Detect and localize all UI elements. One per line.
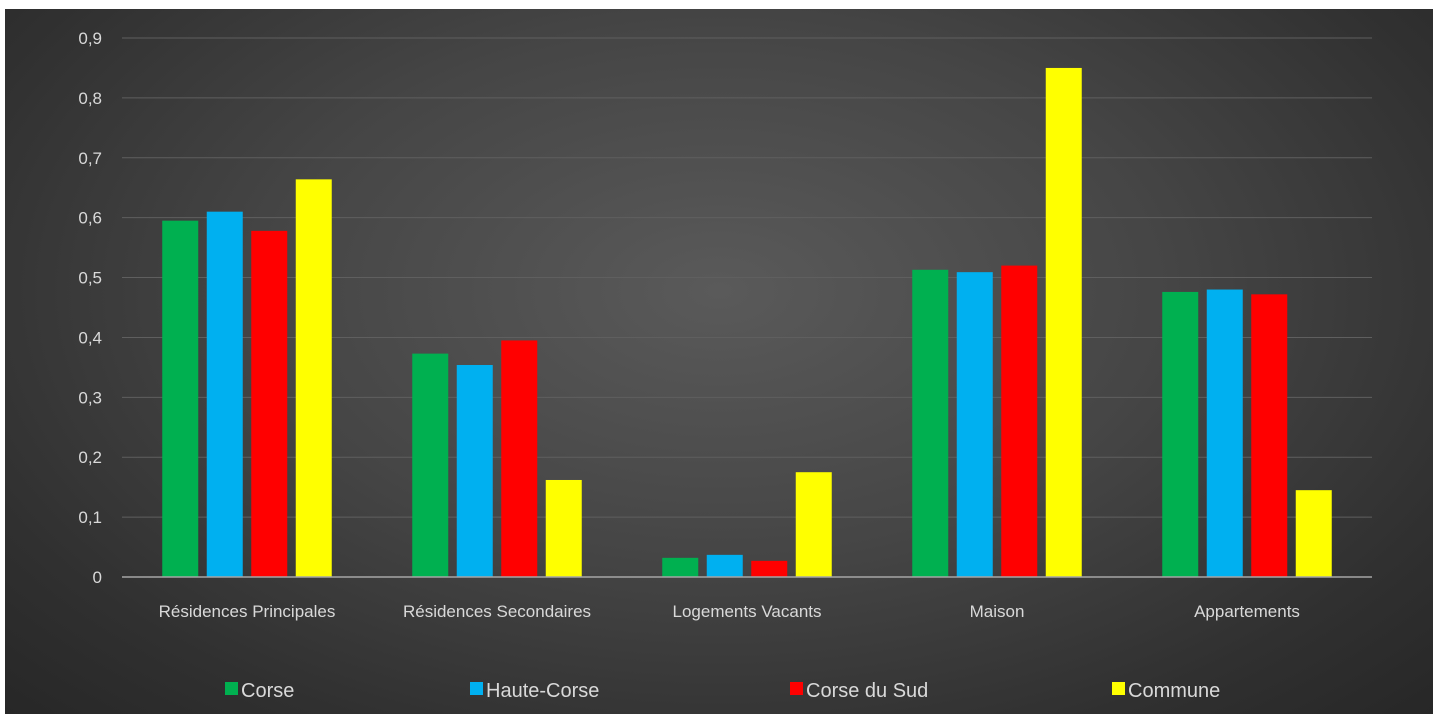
bar-haute-corse — [1206, 289, 1243, 577]
bar-haute-corse — [706, 554, 743, 577]
legend-swatch — [1112, 682, 1125, 695]
bar-corse-du-sud — [751, 560, 788, 577]
bar-haute-corse — [206, 211, 243, 577]
x-tick-label: Résidences Secondaires — [403, 602, 591, 621]
bar-commune — [545, 479, 582, 577]
bar-commune — [295, 179, 332, 578]
bar-corse — [662, 557, 699, 577]
bar-corse-du-sud — [501, 340, 538, 577]
y-tick-label: 0 — [93, 568, 102, 587]
bar-haute-corse — [456, 364, 493, 577]
bar-corse-du-sud — [251, 230, 288, 577]
bar-corse — [412, 353, 449, 577]
x-tick-label: Appartements — [1194, 602, 1300, 621]
legend-swatch — [790, 682, 803, 695]
y-tick-label: 0,2 — [78, 448, 102, 467]
bar-corse — [1162, 291, 1199, 577]
legend-label: Corse — [241, 680, 294, 702]
bar-corse-du-sud — [1251, 294, 1288, 577]
y-tick-label: 0,5 — [78, 269, 102, 288]
bar-corse — [912, 269, 949, 577]
y-tick-label: 0,9 — [78, 29, 102, 48]
bar-commune — [795, 472, 832, 577]
bar-corse — [162, 220, 199, 577]
bar-corse-du-sud — [1001, 265, 1038, 577]
y-tick-label: 0,6 — [78, 209, 102, 228]
legend-swatch — [225, 682, 238, 695]
bar-haute-corse — [956, 272, 993, 577]
legend-label: Commune — [1128, 680, 1220, 702]
y-tick-label: 0,4 — [78, 328, 102, 347]
y-tick-label: 0,3 — [78, 388, 102, 407]
y-tick-label: 0,8 — [78, 89, 102, 108]
y-tick-label: 0,7 — [78, 149, 102, 168]
bar-commune — [1045, 67, 1082, 577]
x-tick-label: Maison — [970, 602, 1025, 621]
bar-commune — [1295, 490, 1332, 577]
legend-label: Corse du Sud — [806, 680, 928, 702]
x-tick-label: Logements Vacants — [673, 602, 822, 621]
legend-swatch — [470, 682, 483, 695]
y-tick-label: 0,1 — [78, 508, 102, 527]
legend-label: Haute-Corse — [486, 680, 599, 702]
x-tick-label: Résidences Principales — [159, 602, 336, 621]
